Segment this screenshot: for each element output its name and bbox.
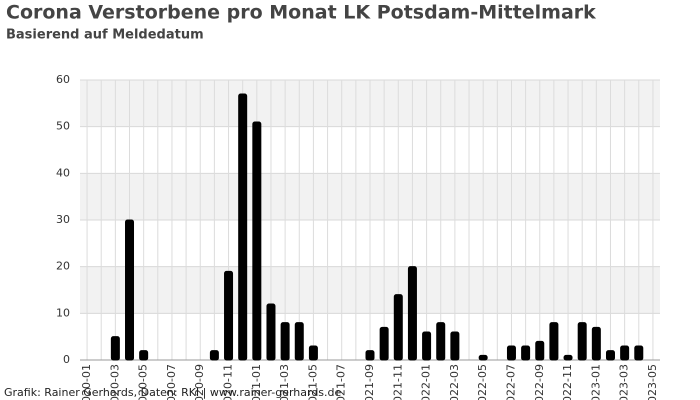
y-tick-label: 20 [56,260,70,273]
x-tick-label: 2023-01 [589,364,602,400]
x-tick-label: 2022-05 [476,364,489,400]
footer: Grafik: Rainer Gerhards, Daten: RKI | ww… [4,386,342,399]
x-tick-label: 2021-09 [363,364,376,400]
bar [209,350,219,361]
x-tick-label: 2020-01 [80,364,93,400]
x-tick-label: 2022-09 [533,364,546,400]
x-tick-label: 2020-05 [137,364,150,400]
chart-title: Corona Verstorbene pro Monat LK Potsdam-… [6,2,596,24]
y-tick-label: 10 [56,306,70,319]
bar [407,266,417,361]
x-tick-label: 2022-11 [561,364,574,400]
x-tick-label: 2021-03 [278,364,291,400]
bar [379,326,389,361]
bar [478,354,488,361]
bar [308,345,318,361]
bar [280,322,290,361]
y-tick-label: 40 [56,166,70,179]
x-tick-label: 2020-07 [165,364,178,400]
bar [125,219,135,361]
y-tick-label: 60 [56,73,70,86]
x-tick-label: 2022-07 [504,364,517,400]
bar [591,326,601,361]
bar [294,322,304,361]
x-tick-label: 2022-03 [448,364,461,400]
bar [422,331,432,361]
bar [224,270,234,361]
bar [110,336,120,361]
bar [393,294,403,361]
y-tick-label: 50 [56,120,70,133]
x-tick-label: 2023-05 [646,364,659,400]
bar [506,345,516,361]
bar [577,322,587,361]
x-tick-label: 2022-01 [420,364,433,400]
x-tick-label: 2023-03 [618,364,631,400]
x-tick-label: 2021-11 [391,364,404,400]
bar [549,322,559,361]
bar [620,345,630,361]
x-tick-label: 2020-03 [108,364,121,400]
y-tick-label: 30 [56,213,70,226]
x-tick-label: 2021-01 [250,364,263,400]
chart-subtitle: Basierend auf Meldedatum [6,28,204,43]
x-tick-label: 2020-11 [222,364,235,400]
bar [238,93,248,361]
y-tick-label: 0 [63,353,70,366]
bar [436,322,446,361]
bar [266,303,276,361]
bar [563,354,573,361]
bar [634,345,644,361]
x-tick-label: 2020-09 [193,364,206,400]
bar [535,340,545,361]
bar [521,345,531,361]
bar [450,331,460,361]
bar [365,350,375,361]
x-tick-label: 2021-07 [335,364,348,400]
bar [605,350,615,361]
bar [252,121,262,361]
bar [139,350,149,361]
x-tick-label: 2021-05 [306,364,319,400]
